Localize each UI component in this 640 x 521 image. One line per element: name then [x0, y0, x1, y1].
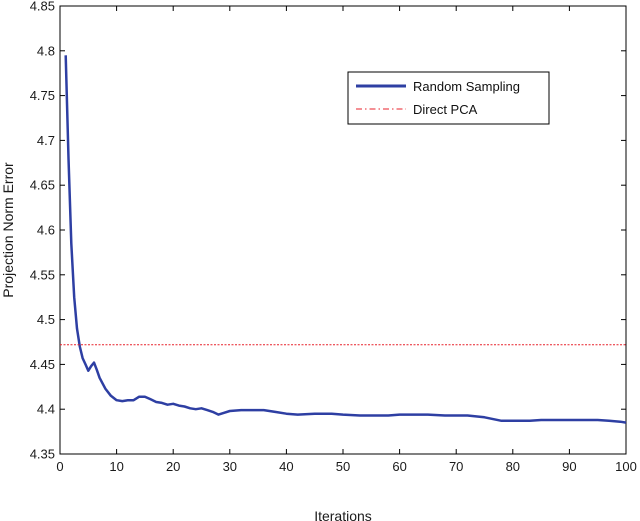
series-line-random-sampling	[64, 55, 627, 424]
legend-label-direct-pca: Direct PCA	[413, 102, 478, 117]
y-axis-label: Projection Norm Error	[0, 162, 16, 298]
legend-label-random-sampling: Random Sampling	[413, 79, 520, 94]
x-tick-label: 100	[615, 459, 637, 474]
x-axis-label: Iterations	[314, 508, 372, 521]
x-tick-label: 30	[223, 459, 237, 474]
y-tick-label: 4.65	[30, 178, 55, 193]
legend: Random Sampling Direct PCA	[347, 71, 550, 125]
x-tick-label: 60	[392, 459, 406, 474]
y-tick-label: 4.35	[30, 447, 55, 462]
y-tick-label: 4.4	[37, 402, 55, 417]
y-tick-label: 4.5	[37, 312, 55, 327]
y-tick-label: 4.8	[37, 43, 55, 58]
x-tick-label: 70	[449, 459, 463, 474]
x-tick-label: 20	[166, 459, 180, 474]
y-tick-label: 4.7	[37, 133, 55, 148]
x-tick-label: 10	[109, 459, 123, 474]
y-axis-ticks: 4.35 4.4 4.45 4.5 4.55 4.6 4.65 4.7 4.75 4.8 4.85	[30, 0, 626, 462]
y-tick-label: 4.45	[30, 357, 55, 372]
x-tick-label: 90	[562, 459, 576, 474]
legend-box	[347, 71, 550, 125]
y-tick-label: 4.55	[30, 267, 55, 282]
y-tick-label: 4.6	[37, 223, 55, 238]
y-tick-label: 4.75	[30, 88, 55, 103]
x-tick-label: 80	[506, 459, 520, 474]
y-tick-label: 4.85	[30, 0, 55, 14]
x-axis-ticks: 0 10 20 30 40 50 60 70 80 90 100	[56, 6, 637, 474]
x-tick-label: 50	[336, 459, 350, 474]
series-layer	[60, 55, 627, 424]
x-tick-label: 0	[56, 459, 63, 474]
x-tick-label: 40	[279, 459, 293, 474]
